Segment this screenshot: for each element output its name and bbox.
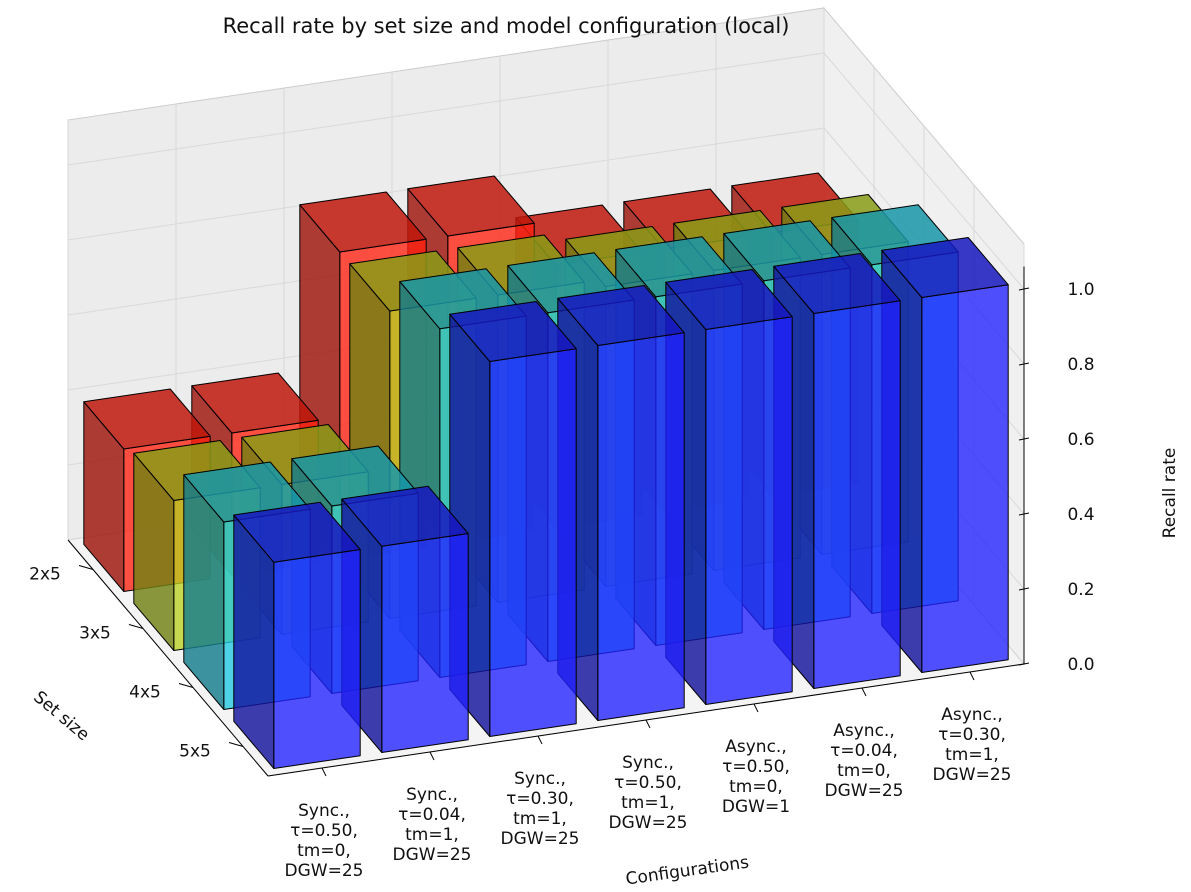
bar-front-face [273, 549, 361, 769]
x-tick-label-line: Sync., [622, 753, 674, 773]
x-tick [969, 671, 975, 681]
x-tick-label-line: tm=1, [513, 809, 567, 829]
z-tick [1018, 362, 1030, 366]
x-tick-label-line: DGW=25 [393, 845, 472, 865]
bar [665, 269, 793, 705]
x-tick-label-line: tm=0, [729, 777, 783, 797]
bar-top-face [773, 253, 901, 314]
x-axis-label: Configurations [624, 852, 750, 889]
x-tick-label-line: DGW=25 [285, 861, 364, 881]
x-tick-label-line: tm=1, [621, 793, 675, 813]
bar-front-face [381, 533, 469, 753]
bar-top-face [83, 388, 211, 450]
z-tick [1018, 287, 1030, 291]
x-tick-label-line: Async., [941, 705, 1002, 725]
y-tick [128, 624, 144, 629]
x-tick-label-line: Async., [725, 737, 786, 757]
z-tick-label: 0.2 [1067, 580, 1094, 600]
bar-front-face [597, 332, 685, 721]
bar [773, 253, 901, 689]
bar-front-face [813, 300, 901, 689]
z-tick [1018, 587, 1030, 591]
z-tick-label: 0.6 [1067, 430, 1094, 450]
x-tick-label-line: τ=0.30, [506, 789, 574, 809]
x-tick-label-line: τ=0.04, [398, 805, 466, 825]
x-tick-label: Sync., τ=0.50, tm=1, DGW=25 [609, 753, 688, 833]
gridline [67, 52, 825, 166]
y-axis-line [67, 539, 269, 777]
x-tick [537, 735, 543, 745]
x-tick-label: Sync., τ=0.30, tm=1, DGW=25 [501, 769, 580, 849]
x-tick-label: Sync., τ=0.50, tm=0, DGW=25 [285, 801, 364, 881]
x-tick-label-line: τ=0.50, [614, 773, 682, 793]
bar [341, 485, 469, 753]
bars [83, 172, 1009, 769]
x-tick-label-line: Async., [833, 721, 894, 741]
chart-title: Recall rate by set size and model config… [223, 14, 790, 38]
y-tick-label: 3x5 [79, 624, 111, 644]
x-tick-label-line: DGW=25 [933, 765, 1012, 785]
bar [557, 285, 685, 721]
y-axis-label: Set size [29, 687, 93, 745]
x-tick-label-line: DGW=25 [609, 813, 688, 833]
x-tick-label: Async., τ=0.50, tm=0, DGW=1 [722, 737, 790, 817]
x-tick-label-line: DGW=1 [722, 797, 790, 817]
x-tick-label-line: tm=1, [945, 745, 999, 765]
x-tick-label-line: tm=1, [405, 825, 459, 845]
z-tick-label: 0.4 [1067, 505, 1094, 525]
y-tick-label: 4x5 [129, 683, 161, 703]
y-tick [178, 683, 194, 688]
x-tick-label-line: τ=0.04, [830, 741, 898, 761]
bar-front-face [705, 316, 793, 705]
x-tick-label: Async., τ=0.04, tm=0, DGW=25 [825, 721, 904, 801]
x-tick [645, 719, 651, 729]
bar-top-face [449, 301, 577, 362]
bar-top-face [341, 485, 469, 547]
bar-top-face [233, 501, 361, 563]
bar-top-face [881, 237, 1009, 298]
x-tick-label-line: DGW=25 [825, 781, 904, 801]
x-tick-label: Async., τ=0.30, tm=1, DGW=25 [933, 705, 1012, 785]
x-tick [861, 687, 867, 697]
z-tick-label: 1.0 [1067, 280, 1094, 300]
bar [449, 301, 577, 737]
bar-front-face [489, 348, 577, 737]
z-axis: 0.0 0.2 0.4 0.6 0.8 1.0 [1018, 266, 1095, 675]
x-tick-label-line: tm=0, [837, 761, 891, 781]
bar-front-face [921, 284, 1009, 673]
y-tick-label: 2x5 [29, 565, 61, 585]
y-tick [78, 565, 94, 570]
z-tick-label: 0.8 [1067, 355, 1094, 375]
z-axis-label: Recall rate [1160, 448, 1180, 539]
z-tick-label: 0.0 [1067, 655, 1094, 675]
y-tick [228, 742, 244, 747]
z-tick [1018, 512, 1030, 516]
x-tick-label-line: τ=0.50, [290, 821, 358, 841]
x-tick-label-line: Sync., [298, 801, 350, 821]
x-tick-label-line: Sync., [406, 785, 458, 805]
x-tick [429, 751, 435, 761]
bar-top-face [191, 372, 319, 434]
x-tick-label-line: τ=0.30, [938, 725, 1006, 745]
x-tick [753, 703, 759, 713]
x-tick-label-line: τ=0.50, [722, 757, 790, 777]
y-tick-label: 5x5 [179, 742, 211, 762]
bar [233, 501, 361, 769]
x-tick-label-line: tm=0, [297, 841, 351, 861]
z-tick [1018, 437, 1030, 441]
bar [881, 237, 1009, 673]
bar-top-face [665, 269, 793, 330]
bar-top-face [299, 191, 427, 253]
x-tick [321, 767, 327, 777]
bar-top-face [407, 175, 535, 237]
x-tick-label-line: Sync., [514, 769, 566, 789]
x-tick-label-line: DGW=25 [501, 829, 580, 849]
bar-top-face [557, 285, 685, 346]
x-tick-label: Sync., τ=0.04, tm=1, DGW=25 [393, 785, 472, 865]
y-axis: 2x5 3x5 4x5 5x5 [29, 539, 269, 777]
